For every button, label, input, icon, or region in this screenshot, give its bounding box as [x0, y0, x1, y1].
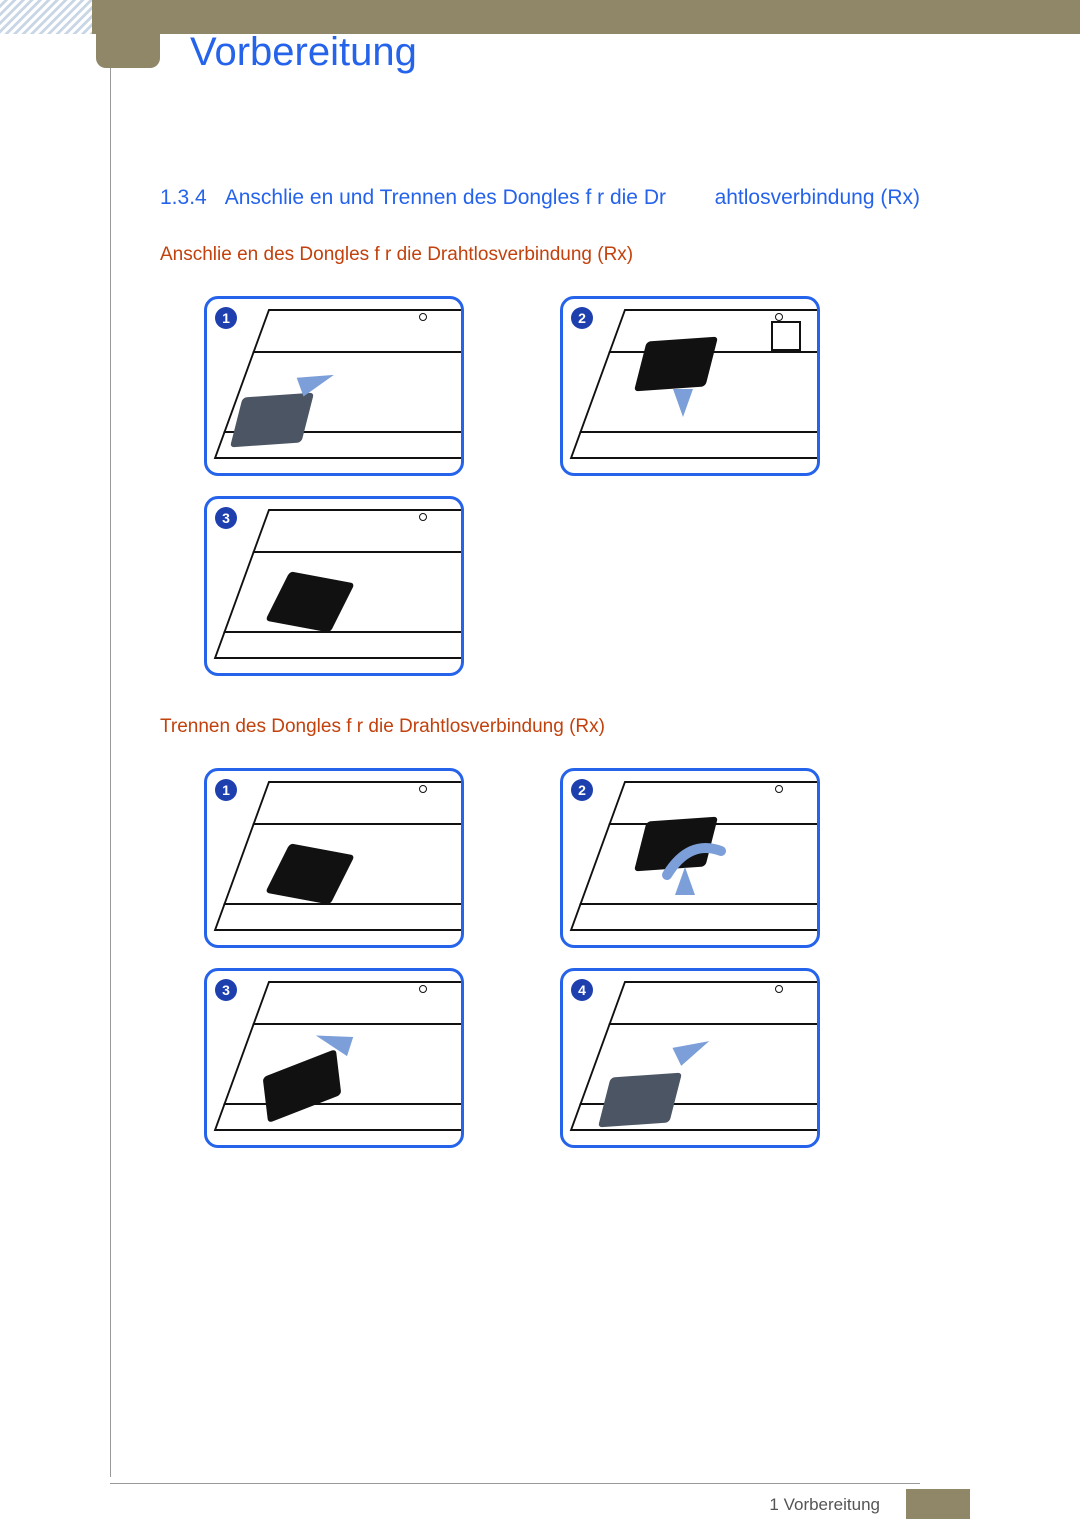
figure-disconnect-2: 2 [560, 768, 820, 948]
figure-number-badge: 3 [215, 507, 237, 529]
figure-number-badge: 4 [571, 979, 593, 1001]
left-margin-rule [110, 68, 111, 1477]
figure-connect-1: 1 [204, 296, 464, 476]
figure-connect-3: 3 [204, 496, 464, 676]
figure-number-badge: 1 [215, 307, 237, 329]
figure-number-badge: 2 [571, 779, 593, 801]
subheading-connect: Anschlie en des Dongles f r die Drahtlos… [160, 244, 960, 266]
figure-disconnect-3: 3 [204, 968, 464, 1148]
figure-connect-2: 2 [560, 296, 820, 476]
figure-number-badge: 3 [215, 979, 237, 1001]
footer-rule [110, 1483, 920, 1484]
section-heading: 1.3.4 Anschlie en und Trennen des Dongle… [160, 186, 960, 210]
section-number: 1.3.4 [160, 186, 207, 210]
footer-page-box [906, 1489, 970, 1519]
figure-grid-connect: 1 2 3 [204, 296, 960, 676]
figure-number-badge: 1 [215, 779, 237, 801]
page-footer: 1 Vorbereitung [0, 1483, 1080, 1527]
header-hatch-decoration [0, 0, 92, 34]
header-band [0, 0, 1080, 34]
curve-arrow-icon [659, 831, 739, 891]
chapter-title: Vorbereitung [190, 30, 417, 75]
section-title-part-a: Anschlie en und Trennen des Dongles f r … [225, 186, 666, 210]
footer-chapter-label: 1 Vorbereitung [769, 1495, 880, 1515]
chapter-tab [96, 0, 160, 68]
figure-number-badge: 2 [571, 307, 593, 329]
section-title-part-b: ahtlosverbindung (Rx) [715, 186, 920, 210]
figure-disconnect-1: 1 [204, 768, 464, 948]
subheading-disconnect: Trennen des Dongles f r die Drahtlosverb… [160, 716, 960, 738]
page-content: 1.3.4 Anschlie en und Trennen des Dongle… [160, 186, 960, 1188]
figure-disconnect-4: 4 [560, 968, 820, 1148]
figure-grid-disconnect: 1 2 3 4 [204, 768, 960, 1148]
